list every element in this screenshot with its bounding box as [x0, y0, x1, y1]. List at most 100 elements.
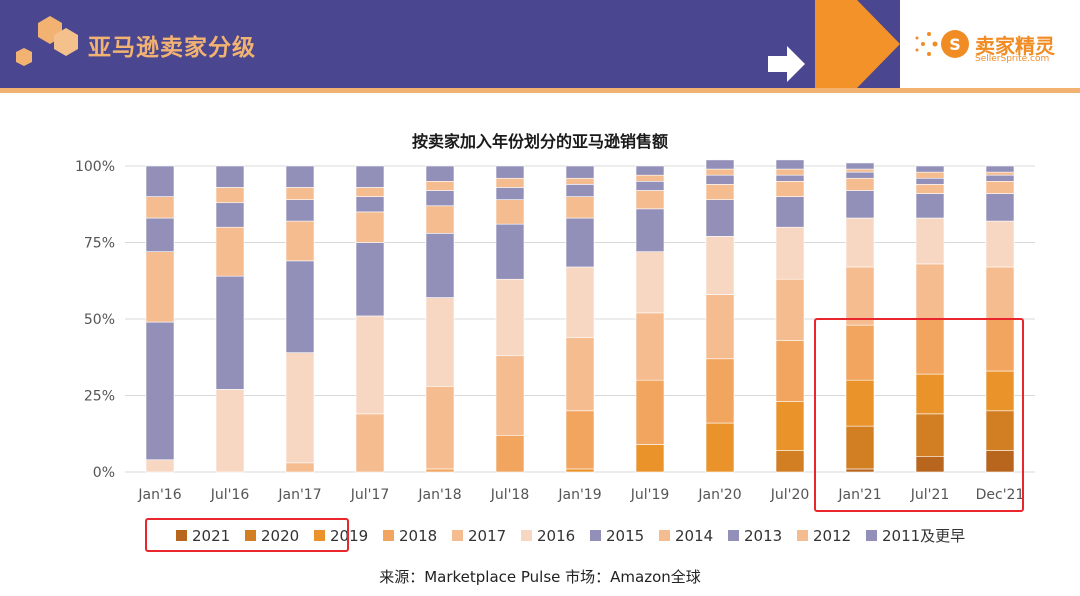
bar-segment-2017 — [985, 266, 1015, 320]
legend-swatch-2015 — [590, 530, 601, 541]
bar-segment-2018 — [915, 318, 945, 375]
bar-segment-2014 — [145, 251, 175, 323]
bar-segment-2015 — [705, 199, 735, 237]
bar-segment-2011及更早 — [355, 165, 385, 188]
x-tick-label: Jul'21 — [910, 487, 950, 503]
bar-segment-2014 — [705, 184, 735, 200]
bar-segment-2019 — [635, 444, 665, 473]
bar-segment-2014 — [355, 211, 385, 243]
x-tick-label: Jan'16 — [137, 487, 181, 503]
chart-title: 按卖家加入年份划分的亚马逊销售额 — [411, 132, 668, 151]
legend-label-2017: 2017 — [468, 527, 506, 545]
bar-segment-2012 — [915, 171, 945, 179]
x-tick-label: Jul'17 — [350, 487, 390, 503]
bar-segment-2011及更早 — [565, 165, 595, 179]
bar-segment-2016 — [775, 226, 805, 280]
bar-segment-2016 — [705, 236, 735, 295]
header-bar: 亚马逊卖家分级 S 卖家精灵 SellerSprite.com — [0, 0, 1080, 88]
x-tick-label: Jul'16 — [210, 487, 250, 503]
bar-segment-2011及更早 — [145, 165, 175, 197]
bar-segment-2019 — [985, 370, 1015, 412]
bar-segment-2015 — [355, 242, 385, 317]
bar-segment-2012 — [145, 196, 175, 219]
bar-segment-2012 — [425, 181, 455, 191]
bar-segment-2013 — [845, 171, 875, 179]
bar-segment-2021 — [915, 456, 945, 473]
legend-label-2018: 2018 — [399, 527, 437, 545]
bar-segment-2013 — [705, 174, 735, 185]
bar-segment-2021 — [845, 468, 875, 473]
x-tick-label: Jan'19 — [557, 487, 601, 503]
bar-segment-2020 — [985, 410, 1015, 451]
bar-segment-2013 — [565, 184, 595, 197]
legend-label-2019: 2019 — [330, 527, 368, 545]
bar-segment-2018 — [425, 468, 455, 473]
bar-segment-2016 — [985, 220, 1015, 268]
bar-segment-2012 — [355, 187, 385, 197]
bar-segment-2015 — [215, 275, 245, 390]
y-tick-label: 100% — [75, 159, 115, 175]
bar-segment-2018 — [845, 324, 875, 381]
bar-segment-2016 — [565, 266, 595, 338]
bar-segment-2017 — [635, 312, 665, 381]
svg-text:S: S — [949, 35, 961, 54]
bar-segment-2017 — [915, 263, 945, 320]
bar-segment-2011及更早 — [425, 165, 455, 182]
bar-segment-2016 — [355, 315, 385, 415]
bar-segment-2012 — [985, 171, 1015, 176]
bar-segment-2015 — [285, 260, 315, 353]
arrow-decoration-icon — [768, 0, 900, 88]
y-tick-label: 25% — [84, 389, 115, 405]
bar-segment-2019 — [775, 401, 805, 451]
bar-segment-2013 — [355, 196, 385, 213]
legend-swatch-2018 — [383, 530, 394, 541]
legend-label-2014: 2014 — [675, 527, 713, 545]
bar-segment-2016 — [635, 251, 665, 314]
y-tick-label: 50% — [84, 312, 115, 328]
bar-segment-2015 — [985, 193, 1015, 222]
bar-segment-2016 — [495, 278, 525, 357]
legend-label-2013: 2013 — [744, 527, 782, 545]
legend-label-2012: 2012 — [813, 527, 851, 545]
highlight-box-legend — [145, 518, 349, 552]
bar-segment-2015 — [565, 217, 595, 268]
page-title: 亚马逊卖家分级 — [88, 35, 256, 61]
logo-area: S — [900, 0, 1080, 88]
bar-segment-2016 — [215, 389, 245, 473]
bar-segment-2020 — [845, 425, 875, 470]
logo-name: 卖家精灵 — [975, 34, 1055, 58]
x-tick-label: Jan'20 — [697, 487, 741, 503]
highlight-box-recent — [814, 318, 1024, 512]
legend-label-2015: 2015 — [606, 527, 644, 545]
bar-segment-2013 — [285, 199, 315, 222]
bar-segment-2014 — [775, 181, 805, 197]
bar-segment-2019 — [845, 379, 875, 427]
bar-segment-2013 — [985, 174, 1015, 182]
bar-segment-2018 — [775, 340, 805, 402]
hexagon-logo-icon — [16, 16, 78, 66]
bar-segment-2012 — [845, 168, 875, 173]
bar-segment-2011及更早 — [845, 162, 875, 170]
x-tick-label: Jan'21 — [837, 487, 881, 503]
legend-label-2016: 2016 — [537, 527, 575, 545]
bar-segment-2012 — [495, 177, 525, 188]
bar-segment-2013 — [425, 190, 455, 207]
bar-segment-2012 — [705, 168, 735, 176]
bar-segment-2014 — [985, 181, 1015, 194]
bar-segment-2015 — [495, 223, 525, 280]
bar-segment-2018 — [495, 434, 525, 473]
legend-swatch-2017 — [452, 530, 463, 541]
bar-segment-2019 — [705, 422, 735, 473]
bar-segment-2019 — [915, 373, 945, 415]
bar-segment-2014 — [285, 220, 315, 262]
bar-segment-2013 — [775, 174, 805, 182]
bar-segment-2011及更早 — [215, 165, 245, 188]
bar-segment-2014 — [845, 177, 875, 191]
legend-label-2020: 2020 — [261, 527, 299, 545]
bar-segment-2017 — [425, 386, 455, 470]
legend-label-2021: 2021 — [192, 527, 230, 545]
legend-label-2011及更早: 2011及更早 — [882, 527, 965, 545]
bar-segment-2015 — [915, 193, 945, 219]
bar-segment-2021 — [985, 450, 1015, 473]
